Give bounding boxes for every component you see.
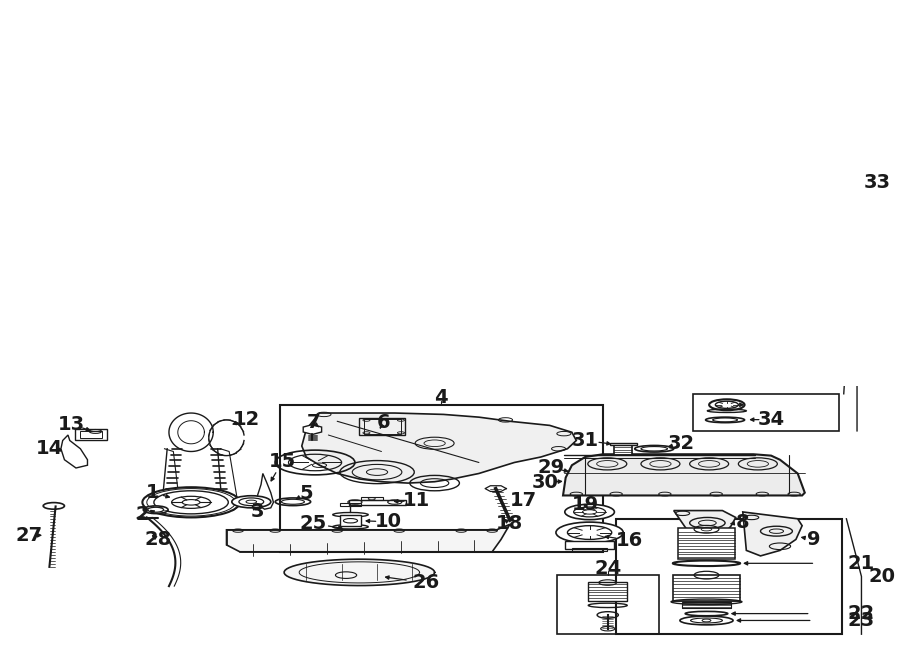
Polygon shape [742, 512, 802, 556]
Text: 12: 12 [233, 410, 260, 429]
Bar [589, 582, 627, 602]
Text: 14: 14 [36, 439, 63, 457]
Bar [361, 497, 383, 500]
Bar [80, 431, 102, 438]
Text: 9: 9 [807, 530, 821, 549]
Text: 4: 4 [435, 389, 448, 407]
Text: 2: 2 [136, 505, 149, 524]
Text: 7: 7 [307, 413, 320, 432]
Text: 33: 33 [864, 173, 891, 192]
Bar [557, 575, 659, 634]
Text: 21: 21 [848, 554, 875, 573]
Polygon shape [227, 524, 510, 552]
Text: 31: 31 [572, 431, 598, 450]
Polygon shape [674, 510, 735, 537]
Text: 13: 13 [58, 415, 86, 434]
Bar [572, 548, 608, 551]
Polygon shape [61, 435, 87, 468]
Bar [693, 394, 840, 431]
Text: 28: 28 [145, 530, 172, 549]
Bar [340, 515, 361, 526]
Polygon shape [302, 413, 576, 483]
Text: 3: 3 [251, 502, 265, 521]
Text: 23: 23 [848, 611, 875, 630]
Bar [75, 429, 107, 440]
Bar [348, 500, 406, 504]
Polygon shape [303, 424, 321, 434]
Text: 17: 17 [509, 491, 536, 510]
Text: 26: 26 [412, 573, 439, 592]
Text: 32: 32 [667, 434, 695, 453]
Bar [280, 405, 603, 552]
Bar [565, 541, 615, 549]
Polygon shape [284, 559, 435, 586]
Text: 25: 25 [300, 514, 327, 533]
Text: 34: 34 [758, 410, 785, 429]
Circle shape [709, 399, 744, 410]
Bar [616, 519, 842, 634]
Circle shape [556, 522, 623, 543]
Text: 18: 18 [496, 514, 524, 533]
Text: 20: 20 [868, 567, 896, 586]
Text: 6: 6 [376, 413, 390, 432]
Circle shape [565, 504, 615, 520]
Text: 11: 11 [403, 491, 430, 510]
Text: 27: 27 [15, 525, 42, 545]
Bar [678, 528, 734, 559]
Bar [359, 418, 405, 435]
Text: 10: 10 [375, 512, 402, 531]
Bar [615, 444, 632, 455]
Text: 16: 16 [616, 531, 644, 550]
Polygon shape [563, 454, 805, 496]
Text: 1: 1 [146, 483, 160, 502]
Bar [340, 503, 361, 506]
Circle shape [232, 496, 271, 508]
Text: 19: 19 [572, 495, 598, 514]
Polygon shape [257, 473, 274, 509]
Text: 30: 30 [532, 473, 559, 492]
Bar [610, 443, 636, 446]
Text: 5: 5 [300, 484, 313, 503]
Bar [681, 602, 732, 608]
Circle shape [142, 487, 239, 518]
Bar [673, 575, 740, 602]
Text: 15: 15 [269, 452, 296, 471]
Circle shape [143, 506, 168, 514]
Text: 22: 22 [848, 604, 875, 623]
Bar [364, 419, 401, 434]
Text: 29: 29 [538, 459, 565, 477]
Text: 24: 24 [594, 559, 621, 578]
Text: 8: 8 [736, 513, 750, 531]
